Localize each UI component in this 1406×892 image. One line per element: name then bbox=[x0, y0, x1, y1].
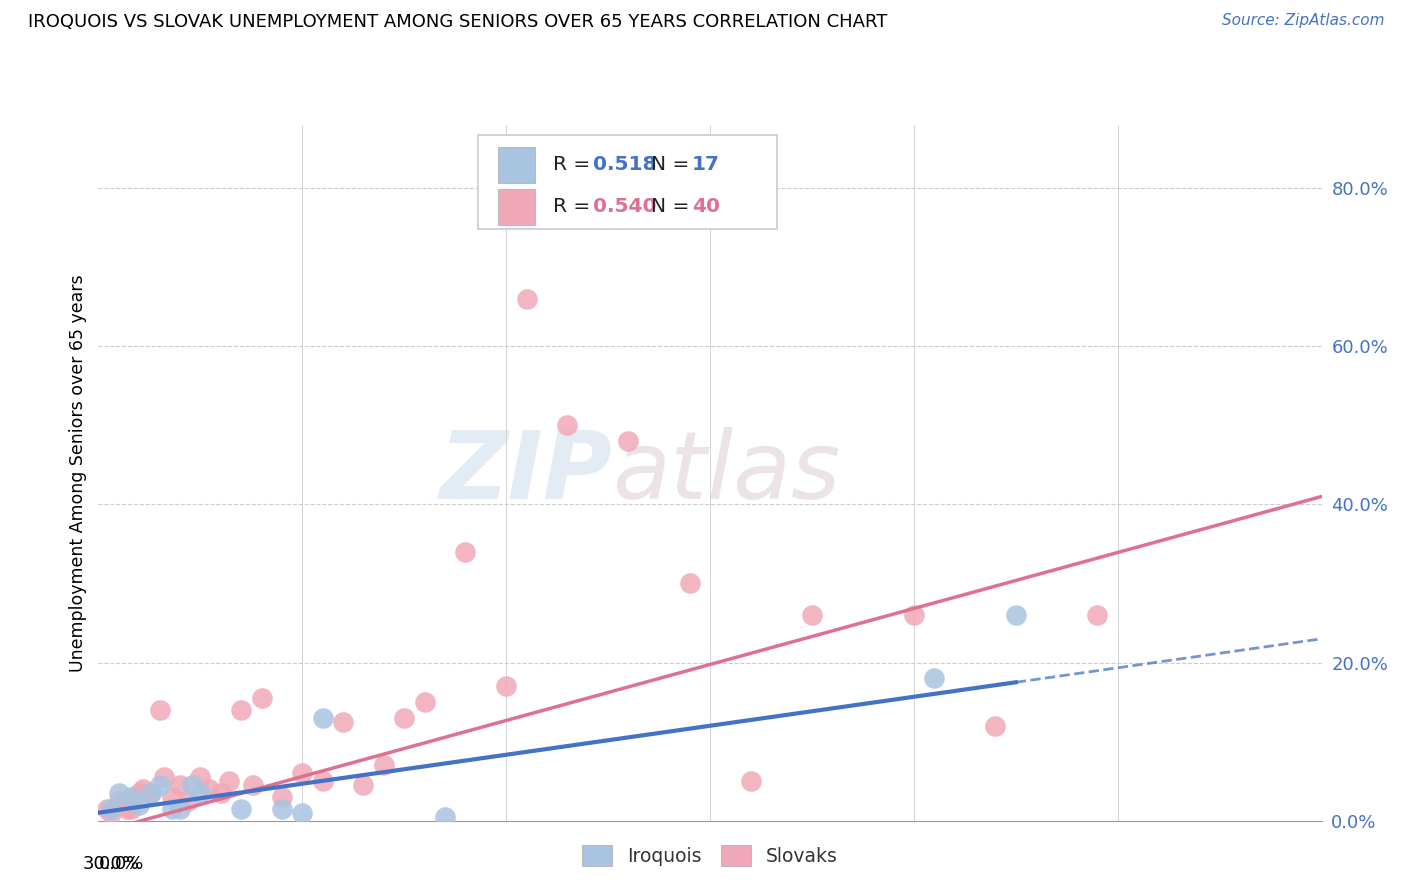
Point bbox=[108, 794, 131, 808]
Point bbox=[177, 794, 200, 808]
Point bbox=[149, 703, 172, 717]
Point bbox=[242, 778, 264, 792]
Point bbox=[132, 782, 155, 797]
Text: 0.0%: 0.0% bbox=[98, 855, 143, 873]
Legend: Iroquois, Slovaks: Iroquois, Slovaks bbox=[575, 838, 845, 874]
Point bbox=[100, 805, 122, 820]
Point bbox=[181, 778, 204, 792]
Point bbox=[454, 545, 477, 559]
Point bbox=[516, 292, 538, 306]
Point bbox=[495, 679, 517, 693]
Point bbox=[100, 802, 122, 816]
Point bbox=[291, 766, 314, 780]
Point bbox=[209, 786, 232, 800]
Point bbox=[169, 802, 191, 816]
Point bbox=[984, 719, 1007, 733]
Text: N =: N = bbox=[651, 155, 696, 175]
Point bbox=[197, 782, 219, 797]
Point bbox=[352, 778, 374, 792]
Text: 30.0%: 30.0% bbox=[83, 855, 139, 873]
Text: N =: N = bbox=[651, 197, 696, 216]
Point bbox=[141, 786, 163, 800]
Point bbox=[128, 797, 150, 812]
Point bbox=[231, 703, 253, 717]
Y-axis label: Unemployment Among Seniors over 65 years: Unemployment Among Seniors over 65 years bbox=[69, 274, 87, 672]
Text: IROQUOIS VS SLOVAK UNEMPLOYMENT AMONG SENIORS OVER 65 YEARS CORRELATION CHART: IROQUOIS VS SLOVAK UNEMPLOYMENT AMONG SE… bbox=[28, 13, 887, 31]
Point bbox=[115, 802, 138, 816]
Point bbox=[188, 786, 212, 800]
Point bbox=[617, 434, 640, 449]
Point bbox=[312, 711, 335, 725]
Point bbox=[108, 786, 131, 800]
Text: 0.540: 0.540 bbox=[592, 197, 657, 216]
Text: 17: 17 bbox=[692, 155, 720, 175]
Point bbox=[392, 711, 416, 725]
Point bbox=[555, 418, 579, 433]
Text: atlas: atlas bbox=[612, 427, 841, 518]
Point bbox=[922, 671, 945, 685]
Point bbox=[169, 778, 191, 792]
Point bbox=[413, 695, 436, 709]
Point bbox=[128, 786, 150, 800]
Point bbox=[312, 774, 335, 789]
Point bbox=[141, 786, 163, 800]
Text: R =: R = bbox=[554, 155, 598, 175]
FancyBboxPatch shape bbox=[498, 147, 536, 183]
FancyBboxPatch shape bbox=[498, 188, 536, 225]
Point bbox=[120, 802, 142, 816]
Text: 0.518: 0.518 bbox=[592, 155, 657, 175]
Point bbox=[160, 789, 183, 804]
Point bbox=[332, 714, 354, 729]
Point bbox=[111, 797, 134, 812]
Point bbox=[152, 770, 174, 784]
Text: Source: ZipAtlas.com: Source: ZipAtlas.com bbox=[1222, 13, 1385, 29]
Point bbox=[433, 810, 456, 824]
Point bbox=[801, 608, 824, 623]
Text: ZIP: ZIP bbox=[439, 426, 612, 519]
Point bbox=[218, 774, 240, 789]
Point bbox=[250, 691, 273, 706]
Text: R =: R = bbox=[554, 197, 598, 216]
Point bbox=[740, 774, 762, 789]
Point bbox=[903, 608, 925, 623]
Point bbox=[373, 758, 395, 772]
Point bbox=[291, 805, 314, 820]
Point bbox=[1004, 608, 1026, 623]
Point bbox=[188, 770, 212, 784]
Point bbox=[1085, 608, 1108, 623]
Point bbox=[149, 778, 172, 792]
Point bbox=[679, 576, 702, 591]
Point bbox=[270, 802, 294, 816]
FancyBboxPatch shape bbox=[478, 136, 778, 229]
Point bbox=[120, 789, 142, 804]
Text: 40: 40 bbox=[692, 197, 720, 216]
Point bbox=[160, 802, 183, 816]
Point bbox=[270, 789, 294, 804]
Point bbox=[231, 802, 253, 816]
Point bbox=[96, 802, 118, 816]
